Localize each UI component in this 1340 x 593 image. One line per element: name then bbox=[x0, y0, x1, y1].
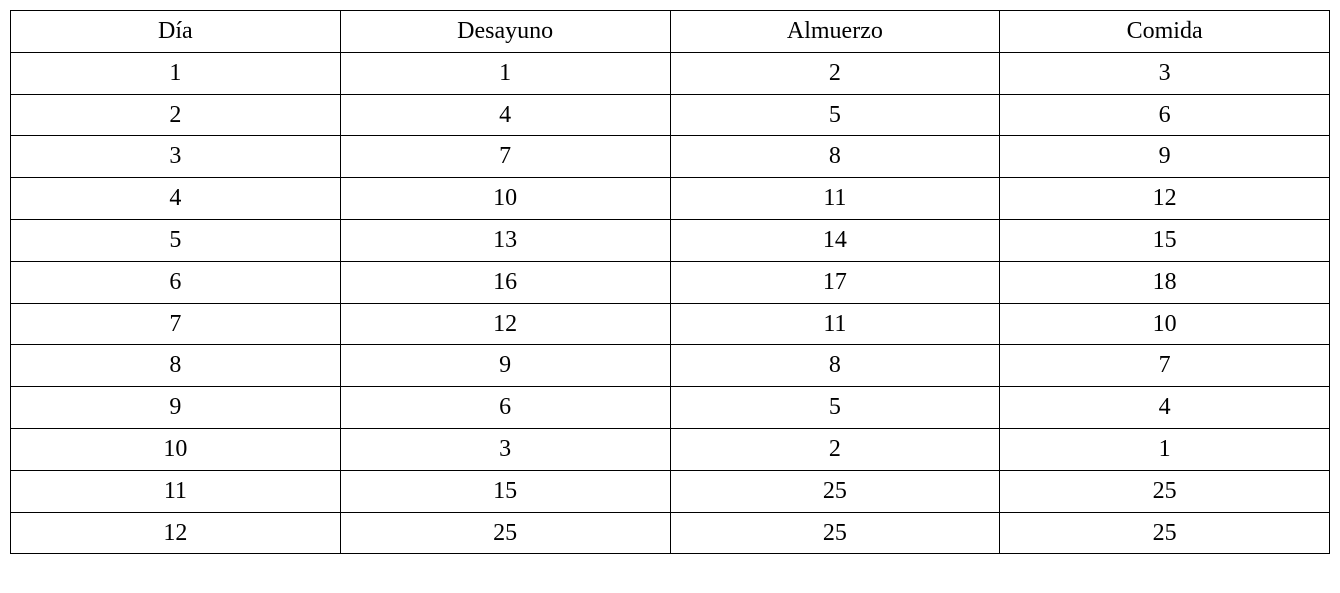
cell-comida: 25 bbox=[1000, 470, 1330, 512]
cell-almuerzo: 25 bbox=[670, 512, 1000, 554]
cell-comida: 10 bbox=[1000, 303, 1330, 345]
table-row: 2 4 5 6 bbox=[11, 94, 1330, 136]
cell-almuerzo: 11 bbox=[670, 303, 1000, 345]
cell-comida: 4 bbox=[1000, 387, 1330, 429]
cell-desayuno: 3 bbox=[340, 428, 670, 470]
cell-almuerzo: 11 bbox=[670, 178, 1000, 220]
cell-almuerzo: 8 bbox=[670, 345, 1000, 387]
cell-desayuno: 10 bbox=[340, 178, 670, 220]
table-row: 1 1 2 3 bbox=[11, 52, 1330, 94]
cell-dia: 4 bbox=[11, 178, 341, 220]
table-body: 1 1 2 3 2 4 5 6 3 7 8 9 4 10 11 12 5 13 … bbox=[11, 52, 1330, 554]
cell-comida: 15 bbox=[1000, 219, 1330, 261]
cell-almuerzo: 17 bbox=[670, 261, 1000, 303]
cell-comida: 12 bbox=[1000, 178, 1330, 220]
cell-comida: 7 bbox=[1000, 345, 1330, 387]
cell-dia: 3 bbox=[11, 136, 341, 178]
table-header-row: Día Desayuno Almuerzo Comida bbox=[11, 11, 1330, 53]
cell-almuerzo: 5 bbox=[670, 387, 1000, 429]
cell-desayuno: 1 bbox=[340, 52, 670, 94]
table-row: 9 6 5 4 bbox=[11, 387, 1330, 429]
meal-schedule-table: Día Desayuno Almuerzo Comida 1 1 2 3 2 4… bbox=[10, 10, 1330, 554]
table-row: 4 10 11 12 bbox=[11, 178, 1330, 220]
cell-almuerzo: 25 bbox=[670, 470, 1000, 512]
cell-desayuno: 4 bbox=[340, 94, 670, 136]
cell-desayuno: 13 bbox=[340, 219, 670, 261]
cell-dia: 11 bbox=[11, 470, 341, 512]
table-row: 5 13 14 15 bbox=[11, 219, 1330, 261]
table-row: 3 7 8 9 bbox=[11, 136, 1330, 178]
table-row: 10 3 2 1 bbox=[11, 428, 1330, 470]
cell-comida: 3 bbox=[1000, 52, 1330, 94]
cell-comida: 25 bbox=[1000, 512, 1330, 554]
cell-almuerzo: 2 bbox=[670, 52, 1000, 94]
cell-comida: 6 bbox=[1000, 94, 1330, 136]
cell-comida: 9 bbox=[1000, 136, 1330, 178]
cell-comida: 1 bbox=[1000, 428, 1330, 470]
cell-desayuno: 9 bbox=[340, 345, 670, 387]
cell-dia: 9 bbox=[11, 387, 341, 429]
col-header-comida: Comida bbox=[1000, 11, 1330, 53]
cell-dia: 6 bbox=[11, 261, 341, 303]
cell-almuerzo: 5 bbox=[670, 94, 1000, 136]
cell-dia: 12 bbox=[11, 512, 341, 554]
cell-comida: 18 bbox=[1000, 261, 1330, 303]
cell-dia: 8 bbox=[11, 345, 341, 387]
cell-almuerzo: 14 bbox=[670, 219, 1000, 261]
cell-dia: 1 bbox=[11, 52, 341, 94]
cell-desayuno: 12 bbox=[340, 303, 670, 345]
col-header-almuerzo: Almuerzo bbox=[670, 11, 1000, 53]
table-row: 7 12 11 10 bbox=[11, 303, 1330, 345]
cell-desayuno: 7 bbox=[340, 136, 670, 178]
cell-dia: 10 bbox=[11, 428, 341, 470]
table-row: 12 25 25 25 bbox=[11, 512, 1330, 554]
cell-desayuno: 6 bbox=[340, 387, 670, 429]
cell-dia: 7 bbox=[11, 303, 341, 345]
table-row: 8 9 8 7 bbox=[11, 345, 1330, 387]
cell-almuerzo: 2 bbox=[670, 428, 1000, 470]
cell-almuerzo: 8 bbox=[670, 136, 1000, 178]
table-row: 6 16 17 18 bbox=[11, 261, 1330, 303]
cell-dia: 5 bbox=[11, 219, 341, 261]
cell-desayuno: 16 bbox=[340, 261, 670, 303]
col-header-dia: Día bbox=[11, 11, 341, 53]
cell-desayuno: 15 bbox=[340, 470, 670, 512]
cell-dia: 2 bbox=[11, 94, 341, 136]
table-row: 11 15 25 25 bbox=[11, 470, 1330, 512]
cell-desayuno: 25 bbox=[340, 512, 670, 554]
col-header-desayuno: Desayuno bbox=[340, 11, 670, 53]
